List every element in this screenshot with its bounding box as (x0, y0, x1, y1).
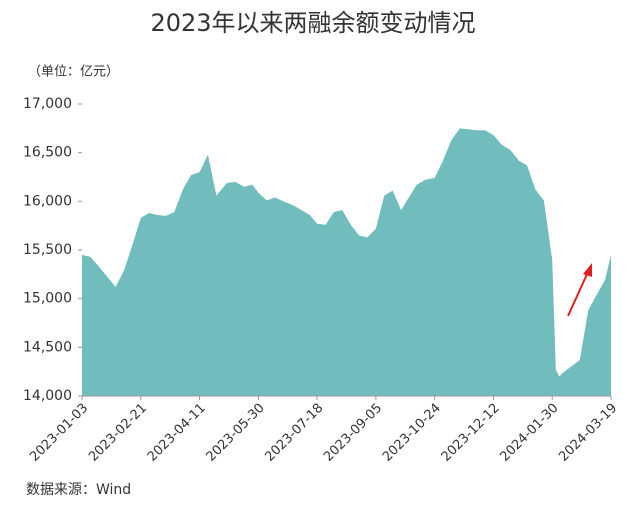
source-note: 数据来源：Wind (26, 482, 131, 498)
x-tick-label: 2024-01-30 (497, 401, 561, 465)
y-tick-label: 14,500 (23, 339, 72, 355)
y-tick-label: 15,000 (23, 291, 72, 307)
y-tick-label: 16,000 (23, 193, 72, 209)
y-axis-label: （单位：亿元） (28, 65, 119, 80)
y-tick-label: 14,000 (23, 388, 72, 404)
y-tick-label: 17,000 (23, 96, 72, 112)
annotation-arrow (567, 263, 592, 317)
x-tick-label: 2023-12-12 (439, 401, 503, 465)
x-tick-label: 2023-01-03 (27, 401, 91, 465)
x-tick-label: 2023-09-05 (321, 401, 385, 465)
x-tick-label: 2023-02-21 (86, 401, 150, 465)
x-tick-label: 2023-10-24 (380, 401, 444, 465)
area (82, 128, 611, 397)
x-tick-label: 2024-03-19 (556, 401, 620, 465)
chart-title: 2023年以来两融余额变动情况 (150, 9, 475, 37)
x-tick-label: 2023-05-30 (204, 401, 268, 465)
x-tick-label: 2023-07-18 (262, 401, 326, 465)
y-tick-label: 15,500 (23, 242, 72, 258)
y-tick-label: 16,500 (23, 145, 72, 161)
x-tick-label: 2023-04-11 (145, 401, 209, 465)
